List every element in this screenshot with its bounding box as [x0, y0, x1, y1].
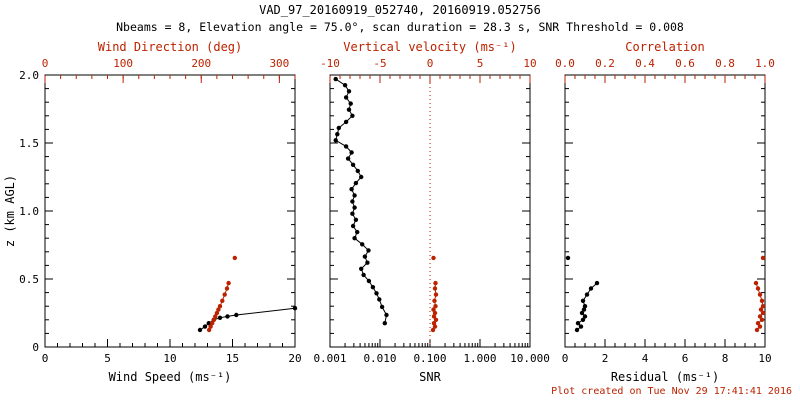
svg-text:Wind Direction (deg): Wind Direction (deg)	[98, 40, 243, 54]
svg-text:0.4: 0.4	[635, 57, 655, 70]
svg-text:10: 10	[523, 57, 536, 70]
svg-text:10: 10	[163, 352, 176, 365]
svg-text:-5: -5	[373, 57, 386, 70]
svg-text:1.0: 1.0	[755, 57, 775, 70]
series-residual	[574, 280, 600, 333]
series-correlation	[753, 280, 766, 333]
svg-text:1.000: 1.000	[463, 352, 496, 365]
svg-text:10.000: 10.000	[510, 352, 550, 365]
svg-text:100: 100	[113, 57, 133, 70]
svg-text:1.0: 1.0	[19, 205, 39, 218]
series-vertical-velocity	[430, 280, 439, 333]
svg-text:300: 300	[269, 57, 289, 70]
svg-text:0.8: 0.8	[715, 57, 735, 70]
svg-text:SNR: SNR	[419, 370, 441, 384]
series-wind-direction	[206, 280, 231, 333]
series-correlation-outlier	[760, 255, 766, 261]
svg-text:0.5: 0.5	[19, 273, 39, 286]
svg-text:0.100: 0.100	[413, 352, 446, 365]
plot-title: VAD_97_20160919_052740, 20160919.052756	[259, 3, 541, 17]
plot-created-note: Plot created on Tue Nov 29 17:41:41 2016	[551, 386, 792, 397]
svg-text:5: 5	[477, 57, 484, 70]
svg-text:z (km AGL): z (km AGL)	[3, 175, 17, 247]
series-snr-profile	[333, 76, 389, 326]
svg-text:6: 6	[682, 352, 689, 365]
svg-text:0: 0	[42, 57, 49, 70]
plot-subtitle: Nbeams = 8, Elevation angle = 75.0°, sca…	[116, 20, 684, 34]
svg-text:0: 0	[32, 341, 39, 354]
svg-text:0: 0	[562, 352, 569, 365]
svg-text:Residual (ms⁻¹): Residual (ms⁻¹)	[611, 370, 719, 384]
svg-text:2: 2	[602, 352, 609, 365]
svg-text:1.5: 1.5	[19, 137, 39, 150]
series-vertical-velocity-outlier	[431, 255, 436, 261]
svg-text:-10: -10	[320, 57, 340, 70]
svg-text:2.0: 2.0	[19, 69, 39, 82]
panel-snr: 0.001 0.010 0.100 1.000 10.000 -10 -5 0 5 10 SNR Ve…	[313, 40, 549, 384]
svg-text:200: 200	[191, 57, 211, 70]
svg-text:10: 10	[758, 352, 771, 365]
svg-text:8: 8	[722, 352, 729, 365]
svg-text:20: 20	[288, 352, 301, 365]
svg-text:0.0: 0.0	[555, 57, 575, 70]
svg-text:0: 0	[42, 352, 49, 365]
svg-text:0.2: 0.2	[595, 57, 615, 70]
svg-text:0.6: 0.6	[675, 57, 695, 70]
svg-text:4: 4	[642, 352, 649, 365]
svg-text:5: 5	[104, 352, 111, 365]
svg-text:0.010: 0.010	[363, 352, 396, 365]
svg-text:0.001: 0.001	[313, 352, 346, 365]
series-wind-direction-outlier	[232, 255, 237, 261]
svg-text:Wind Speed (ms⁻¹): Wind Speed (ms⁻¹)	[109, 370, 232, 384]
panel-residual: 0 2 4 6 8 10 0.0 0.2 0.4 0.6 0.8 1.0 Residual (ms⁻¹)…	[555, 40, 775, 384]
svg-text:Vertical velocity (ms⁻¹): Vertical velocity (ms⁻¹)	[343, 40, 516, 54]
series-residual-outlier	[565, 255, 571, 261]
svg-text:Correlation: Correlation	[625, 40, 704, 54]
svg-text:0: 0	[427, 57, 434, 70]
svg-text:15: 15	[226, 352, 239, 365]
